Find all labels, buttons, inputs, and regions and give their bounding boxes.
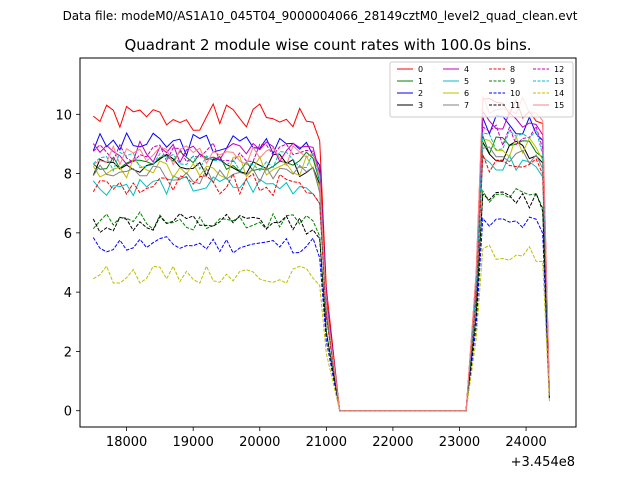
y-tick-label: 0 bbox=[64, 405, 72, 420]
legend-label-8: 8 bbox=[510, 65, 515, 74]
series-line-10 bbox=[92, 216, 550, 412]
legend-label-14: 14 bbox=[554, 89, 564, 98]
legend-label-2: 2 bbox=[418, 89, 423, 98]
series-line-13 bbox=[92, 129, 550, 412]
x-tick-label: 21000 bbox=[306, 435, 347, 450]
series-line-14 bbox=[93, 244, 550, 412]
figure-suptitle: Data file: modeM0/AS1A10_045T04_90000040… bbox=[63, 9, 578, 23]
y-tick-label: 6 bbox=[64, 227, 72, 242]
legend-label-9: 9 bbox=[510, 77, 515, 86]
legend-label-4: 4 bbox=[464, 65, 469, 74]
y-ticks: 0 2 4 6 8 10 bbox=[55, 108, 80, 420]
legend-label-5: 5 bbox=[464, 77, 469, 86]
legend-label-7: 7 bbox=[464, 101, 469, 110]
legend-label-0: 0 bbox=[418, 65, 423, 74]
x-ticks: 18000 19000 20000 21000 22000 23000 24000 bbox=[106, 427, 547, 450]
legend-label-15: 15 bbox=[554, 101, 564, 110]
y-tick-label: 2 bbox=[64, 345, 72, 360]
series-line-11 bbox=[92, 191, 550, 412]
series-line-12 bbox=[92, 124, 550, 412]
y-tick-label: 10 bbox=[55, 108, 72, 123]
plot-title: Quadrant 2 module wise count rates with … bbox=[124, 36, 531, 54]
y-tick-label: 8 bbox=[64, 168, 72, 183]
x-tick-label: 23000 bbox=[439, 435, 480, 450]
plot-frame bbox=[79, 57, 577, 428]
legend-box bbox=[389, 61, 574, 118]
x-offset-label: +3.454e8 bbox=[511, 455, 575, 470]
x-tick-label: 20000 bbox=[239, 435, 280, 450]
x-tick-label: 22000 bbox=[372, 435, 413, 450]
x-tick-label: 18000 bbox=[106, 435, 147, 450]
legend-label-1: 1 bbox=[418, 77, 423, 86]
legend-label-11: 11 bbox=[510, 101, 520, 110]
legend-label-6: 6 bbox=[464, 89, 469, 98]
series-layer bbox=[92, 96, 550, 412]
series-line-8 bbox=[92, 154, 550, 412]
legend-label-10: 10 bbox=[510, 89, 520, 98]
x-tick-label: 24000 bbox=[505, 435, 546, 450]
x-tick-label: 19000 bbox=[173, 435, 214, 450]
y-tick-label: 4 bbox=[64, 286, 72, 301]
legend-label-13: 13 bbox=[554, 77, 564, 86]
legend-label-3: 3 bbox=[418, 101, 423, 110]
series-line-15 bbox=[93, 96, 550, 412]
legend-label-12: 12 bbox=[554, 65, 564, 74]
